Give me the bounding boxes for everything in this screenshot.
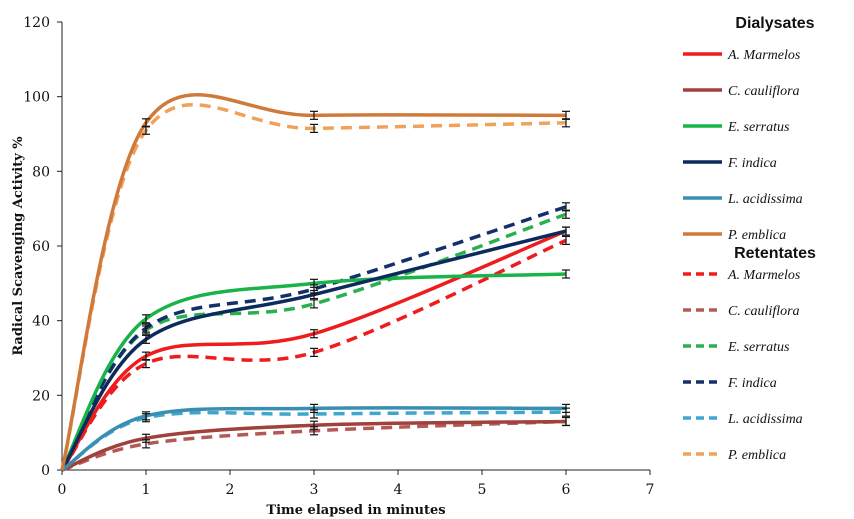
legend-label: E. serratus	[727, 120, 790, 135]
series-lines	[60, 93, 567, 472]
x-tick-label: 2	[226, 482, 235, 498]
x-tick-label: 0	[58, 482, 67, 498]
legend-label: C. cauliflora	[728, 304, 800, 319]
x-ticks: 0 1 2 3 4 5 6 7	[58, 470, 655, 498]
plot-area: 0 20 40 60 80 100 120 0 1 2 3 4 5 6 7	[23, 15, 654, 498]
legend-item: A. Marmelos	[683, 268, 801, 283]
retentate-line-c-cauliflora	[61, 419, 567, 472]
y-tick-label: 120	[23, 15, 50, 31]
legend-item: C. cauliflora	[683, 84, 800, 99]
legend-item: L. acidissima	[683, 192, 803, 207]
y-tick-label: 60	[32, 239, 50, 255]
legend-label: L. acidissima	[727, 412, 803, 427]
legend-title-retentates: Retentates	[734, 245, 816, 262]
y-tick-label: 0	[41, 463, 50, 479]
y-ticks: 0 20 40 60 80 100 120	[23, 15, 62, 479]
dialysate-line-f-indica	[60, 229, 567, 471]
x-tick-label: 3	[310, 482, 319, 498]
error-bars	[142, 110, 570, 449]
x-tick-label: 1	[142, 482, 151, 498]
x-tick-label: 7	[646, 482, 655, 498]
y-axis-title: Radical Scavenging Activity %	[11, 136, 26, 356]
dialysate-line-l-acidissima	[61, 406, 567, 472]
dialysate-line-e-serratus	[60, 272, 567, 471]
x-tick-label: 5	[478, 482, 487, 498]
legend-label: P. emblica	[727, 448, 786, 463]
legend-item: A. Marmelos	[683, 48, 801, 63]
legend-label: F. indica	[727, 156, 777, 171]
legend-label: F. indica	[727, 376, 777, 391]
legend-label: L. acidissima	[727, 192, 803, 207]
legend-item: P. emblica	[683, 228, 786, 243]
y-tick-label: 100	[23, 90, 50, 106]
x-axis-title: Time elapsed in minutes	[266, 503, 445, 518]
legend-item: E. serratus	[683, 340, 790, 355]
legend-item: L. acidissima	[683, 412, 803, 427]
legend-label: E. serratus	[727, 340, 790, 355]
legend-item: E. serratus	[683, 120, 790, 135]
x-tick-label: 6	[562, 482, 571, 498]
dialysate-line-c-cauliflora	[61, 419, 567, 472]
y-tick-label: 20	[32, 388, 50, 404]
legend-label: A. Marmelos	[727, 48, 801, 63]
legend-title-dialysates: Dialysates	[735, 15, 814, 32]
y-tick-label: 40	[32, 314, 50, 330]
retentate-line-a-marmelos	[60, 238, 567, 472]
retentate-line-f-indica	[60, 205, 567, 471]
legend-item: P. emblica	[683, 448, 786, 463]
dialysate-line-a-marmelos	[60, 229, 567, 472]
y-tick-label: 80	[32, 164, 50, 180]
legend-label: C. cauliflora	[728, 84, 800, 99]
legend: Dialysates Retentates A. Marmelos C. caulif…	[683, 15, 816, 463]
x-tick-label: 4	[394, 482, 403, 498]
legend-item: F. indica	[683, 156, 777, 171]
legend-label: P. emblica	[727, 228, 786, 243]
legend-item: F. indica	[683, 376, 777, 391]
legend-label: A. Marmelos	[727, 268, 801, 283]
dialysate-line-p-emblica	[60, 93, 567, 471]
legend-item: C. cauliflora	[683, 304, 800, 319]
